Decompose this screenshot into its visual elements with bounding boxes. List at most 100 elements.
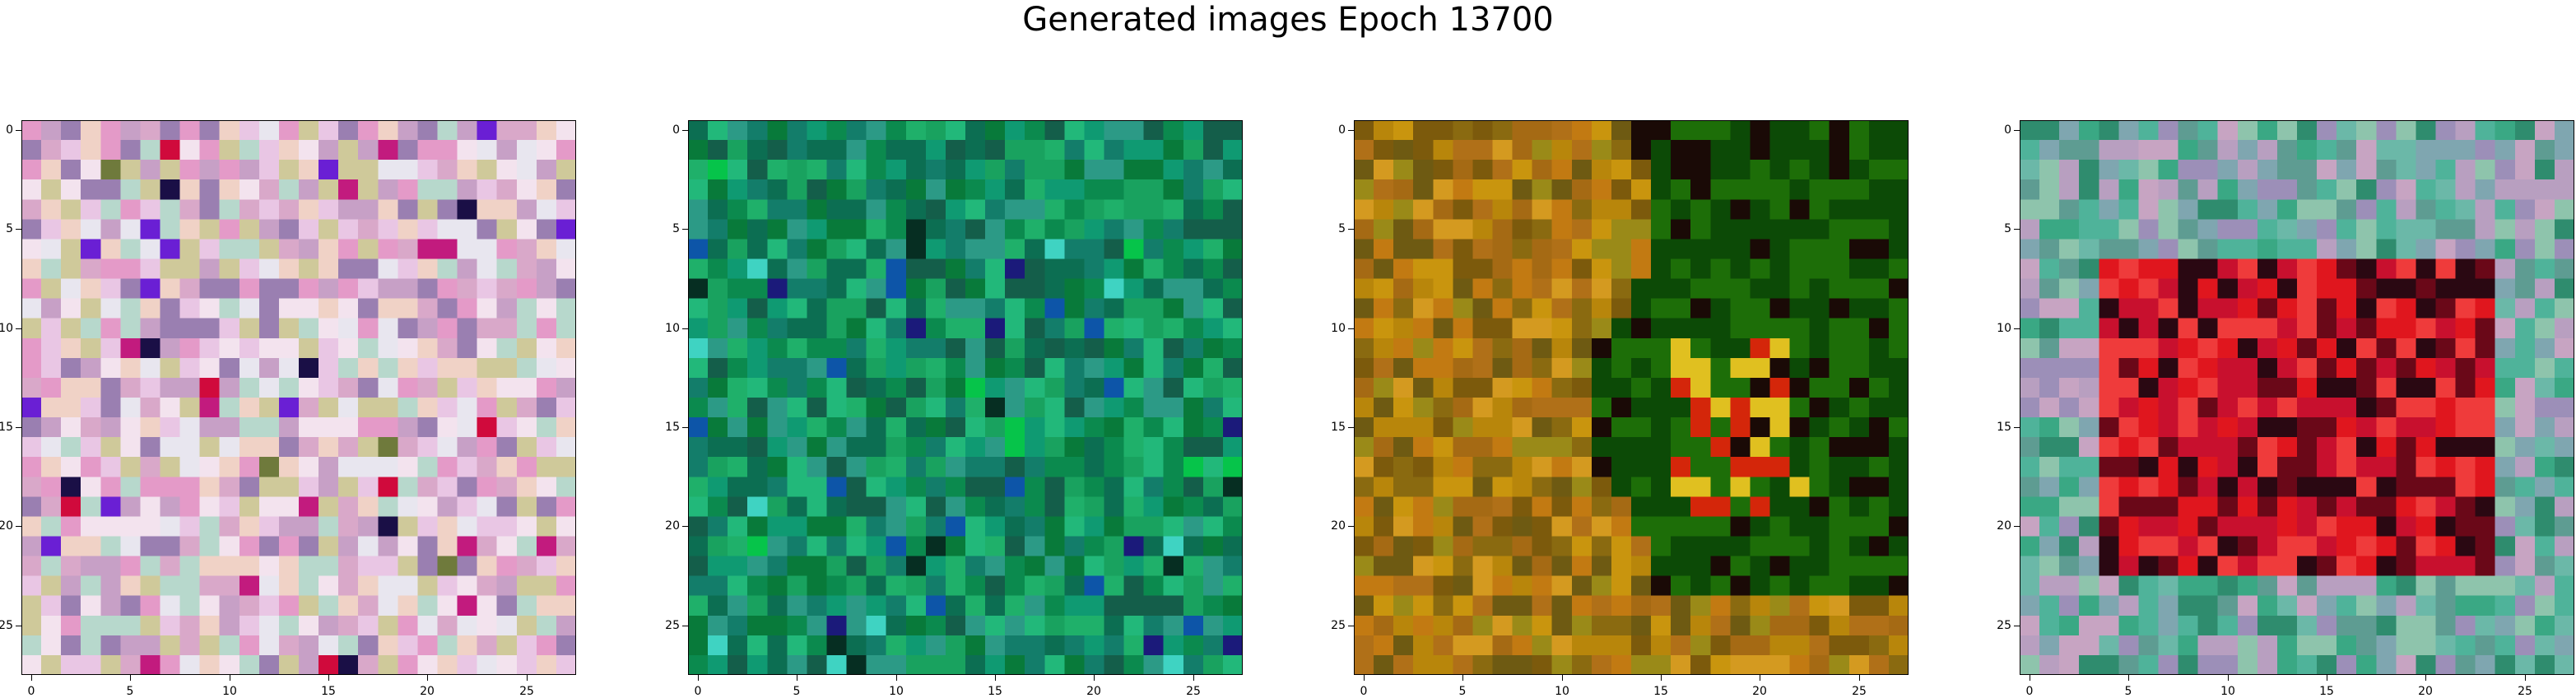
image-pixel [2475,258,2496,280]
image-pixel [728,595,748,617]
image-pixel [1222,595,1243,617]
image-pixel [319,140,339,161]
image-pixel [1163,337,1184,359]
image-pixel [516,298,537,319]
image-pixel [1848,437,1870,458]
image-pixel [2079,398,2099,418]
image-pixel [2118,417,2139,438]
image-pixel [358,635,379,656]
image-pixel [826,417,848,438]
image-pixel [516,496,537,517]
image-pixel [437,120,458,141]
image-pixel [1710,179,1731,200]
image-pixel [477,556,498,577]
image-pixel [1084,654,1104,675]
image-pixel [1374,536,1394,557]
image-pixel [1222,318,1243,339]
image-pixel [299,654,319,675]
image-pixel [21,140,42,161]
image-pixel [160,278,181,300]
image-pixel [1750,417,1770,438]
image-pixel [1611,496,1632,517]
image-pixel [2237,536,2258,557]
image-pixel [1025,595,1045,617]
image-pixel [1025,556,1045,577]
image-pixel [1104,278,1125,300]
image-pixel [556,417,576,438]
image-pixel [2079,318,2099,339]
image-pixel [826,516,848,537]
image-pixel [2514,239,2536,259]
image-pixel [826,258,848,280]
image-pixel [2455,298,2476,319]
image-pixel [477,496,498,517]
image-pixel [1789,635,1811,656]
image-pixel [826,457,848,477]
image-pixel [2158,120,2179,141]
y-tick-label: 15 [665,421,680,434]
image-pixel [767,635,788,656]
image-pixel [299,140,319,161]
image-pixel [1750,398,1770,418]
image-pixel [1848,258,1870,280]
image-pixel [1005,140,1025,161]
image-pixel [2514,357,2536,379]
image-pixel [1671,516,1691,537]
image-pixel [2356,457,2377,477]
image-pixel [100,160,121,180]
image-pixel [2396,179,2416,200]
image-pixel [21,219,42,240]
image-pixel [2138,160,2159,180]
image-pixel [985,298,1006,319]
image-pixel [1532,199,1553,220]
image-pixel [2039,219,2060,240]
image-pixel [2554,160,2574,180]
image-pixel [688,536,709,557]
image-pixel [100,437,121,458]
image-pixel [1829,199,1850,220]
image-pixel [2554,120,2574,141]
image-pixel [319,496,339,517]
image-pixel [945,457,966,477]
image-pixel [219,160,240,180]
image-pixel [1651,337,1672,359]
image-pixel [299,377,319,398]
image-pixel [1730,298,1751,319]
image-pixel [299,635,319,656]
image-pixel [1104,516,1125,537]
image-pixel [767,437,788,458]
image-pixel [1123,457,1145,477]
image-pixel [278,477,300,497]
image-pixel [100,417,121,438]
image-pixel [2317,516,2337,537]
image-pixel [2217,120,2239,141]
image-pixel [100,377,121,398]
image-pixel [826,575,848,597]
image-pixel [2217,160,2239,180]
image-pixel [1868,318,1890,339]
image-pixel [81,298,101,319]
image-pixel [905,199,927,220]
image-pixel [219,457,240,477]
image-pixel [179,417,201,438]
image-pixel [516,357,537,379]
image-pixel [1532,258,1553,280]
x-tick-label: 20 [420,685,435,698]
image-pixel [398,258,418,280]
image-pixel [1183,615,1204,636]
image-pixel [299,496,319,517]
image-pixel [728,120,748,141]
image-pixel [258,357,280,379]
image-pixel [140,160,160,180]
image-pixel [2257,140,2278,161]
image-pixel [1512,140,1533,161]
image-pixel [1532,357,1553,379]
image-pixel [437,398,458,418]
image-pixel [258,536,280,557]
image-pixel [1143,318,1165,339]
image-pixel [1829,140,1850,161]
image-pixel [2059,556,2080,577]
image-pixel [457,437,478,458]
image-pixel [2039,615,2060,636]
image-pixel [767,654,788,675]
